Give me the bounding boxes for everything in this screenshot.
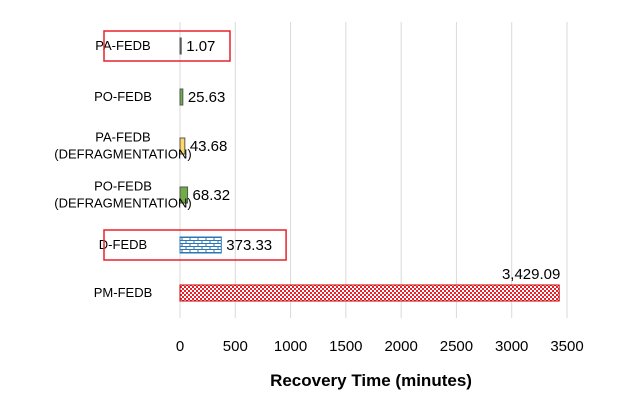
x-tick-label-3500: 3500 (550, 338, 583, 355)
bar-1 (179, 88, 184, 106)
value-label-0: 1.07 (186, 38, 215, 55)
bars (179, 37, 560, 302)
category-label-2-0: PA-FEDB (95, 130, 150, 145)
highlight-boxes (103, 30, 287, 261)
x-tick-label-2000: 2000 (384, 338, 417, 355)
bar-2 (179, 137, 186, 155)
highlight-box-4 (103, 229, 287, 261)
bar-0 (179, 37, 182, 55)
category-label-2-1: (DEFRAGMENTATION) (54, 147, 191, 162)
category-label-3-0: PO-FEDB (94, 179, 152, 194)
highlight-box-0 (103, 30, 231, 62)
value-label-5: 3,429.09 (502, 266, 560, 283)
x-axis-title: Recovery Time (minutes) (270, 371, 472, 390)
value-labels: 1.07 25.63 43.68 68.32 373.33 3,429.09 (186, 38, 560, 283)
value-label-2: 43.68 (190, 138, 228, 155)
category-label-4-0: D-FEDB (99, 237, 147, 252)
x-tick-label-1500: 1500 (329, 338, 362, 355)
x-tick-label-1000: 1000 (274, 338, 307, 355)
category-label-5-0: PM-FEDB (94, 285, 153, 300)
x-tick-label-500: 500 (223, 338, 248, 355)
category-label-1-0: PO-FEDB (94, 89, 152, 104)
category-label-3-1: (DEFRAGMENTATION) (54, 196, 191, 211)
category-labels: PA-FEDB PO-FEDB PA-FEDB (DEFRAGMENTATION) PO… (54, 38, 191, 300)
x-tick-label-3000: 3000 (495, 338, 528, 355)
x-tick-label-2500: 2500 (440, 338, 473, 355)
bar-5 (179, 284, 560, 302)
bar-3 (179, 186, 189, 204)
value-label-4: 373.33 (226, 237, 272, 254)
category-label-0-0: PA-FEDB (95, 38, 150, 53)
bar-4 (179, 236, 222, 254)
x-tick-label-0: 0 (176, 338, 184, 355)
value-label-3: 68.32 (193, 187, 231, 204)
value-label-1: 25.63 (188, 89, 226, 106)
x-tick-labels: 0 500 1000 1500 2000 2500 3000 3500 (176, 338, 584, 355)
grid-lines (179, 22, 568, 318)
